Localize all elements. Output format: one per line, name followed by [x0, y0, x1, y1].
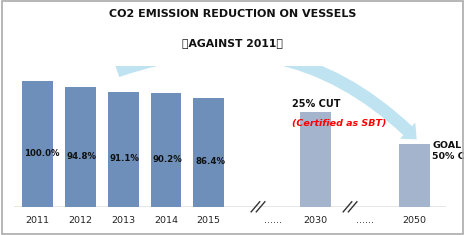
Bar — [399, 144, 430, 207]
Text: 100.0%: 100.0% — [24, 149, 60, 158]
Text: CO2 EMISSION REDUCTION ON VESSELS: CO2 EMISSION REDUCTION ON VESSELS — [109, 9, 356, 20]
Text: 2011: 2011 — [26, 216, 49, 225]
Text: 2015: 2015 — [197, 216, 221, 225]
Text: ......: ...... — [356, 216, 374, 225]
Bar — [193, 98, 224, 207]
Text: 2050: 2050 — [402, 216, 426, 225]
Text: 2030: 2030 — [304, 216, 328, 225]
Text: 91.1%: 91.1% — [109, 154, 140, 163]
Text: 25% CUT: 25% CUT — [292, 99, 341, 109]
Text: 94.8%: 94.8% — [66, 152, 97, 161]
Text: ......: ...... — [264, 216, 282, 225]
Text: (Certified as SBT): (Certified as SBT) — [292, 119, 386, 128]
Text: 2012: 2012 — [68, 216, 93, 225]
Text: 2014: 2014 — [154, 216, 178, 225]
FancyArrowPatch shape — [115, 46, 417, 139]
Bar — [151, 93, 181, 207]
Bar — [108, 92, 139, 207]
Text: 90.2%: 90.2% — [152, 155, 182, 164]
Text: GOAL
50% CUT: GOAL 50% CUT — [432, 141, 465, 161]
Text: （AGAINST 2011）: （AGAINST 2011） — [182, 38, 283, 48]
Bar — [65, 87, 96, 207]
Text: 86.4%: 86.4% — [195, 157, 225, 166]
Bar — [300, 112, 331, 207]
Text: 2013: 2013 — [111, 216, 135, 225]
Bar — [22, 81, 53, 207]
